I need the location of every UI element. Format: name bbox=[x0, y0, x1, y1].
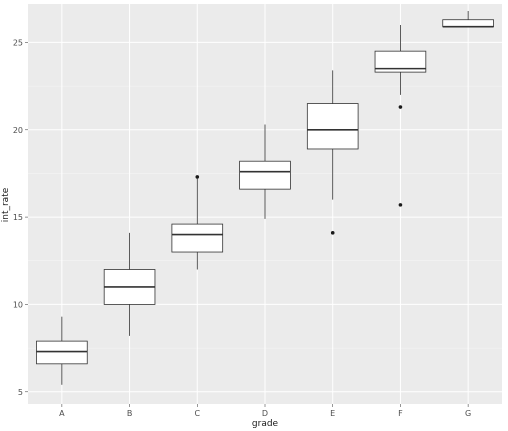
x-axis-ticks: A B C D E F G bbox=[59, 404, 471, 418]
x-tick-label: E bbox=[330, 409, 335, 418]
outlier-point bbox=[398, 203, 403, 207]
iqr-box bbox=[239, 160, 291, 190]
box-A bbox=[36, 316, 88, 385]
y-tick-label: 15 bbox=[13, 213, 23, 222]
y-axis-ticks: 5 10 15 20 25 bbox=[13, 38, 28, 397]
y-tick-label: 5 bbox=[18, 388, 23, 397]
iqr-box bbox=[306, 103, 359, 150]
box-E bbox=[306, 70, 359, 235]
x-axis-title: grade bbox=[252, 419, 279, 429]
box-D bbox=[239, 124, 291, 219]
iqr-box bbox=[171, 223, 224, 253]
y-tick-label: 10 bbox=[13, 300, 23, 309]
outlier-point bbox=[195, 175, 200, 179]
box-B bbox=[103, 232, 156, 336]
x-tick-label: C bbox=[194, 409, 200, 418]
outlier-point bbox=[330, 231, 335, 235]
box-G bbox=[442, 10, 494, 28]
x-tick-label: F bbox=[398, 409, 403, 418]
box-F bbox=[374, 24, 427, 207]
y-tick-label: 20 bbox=[13, 126, 23, 135]
y-tick-label: 25 bbox=[13, 38, 23, 47]
x-tick-label: B bbox=[127, 409, 133, 418]
y-axis-title: int_rate bbox=[1, 187, 11, 222]
x-tick-label: G bbox=[465, 409, 471, 418]
boxes-layer bbox=[36, 10, 494, 385]
iqr-box bbox=[442, 19, 494, 28]
iqr-box bbox=[36, 340, 88, 365]
outlier-point bbox=[398, 105, 403, 109]
iqr-box bbox=[374, 50, 427, 73]
x-tick-label: D bbox=[262, 409, 268, 418]
x-tick-label: A bbox=[59, 409, 65, 418]
box-C bbox=[171, 175, 224, 270]
